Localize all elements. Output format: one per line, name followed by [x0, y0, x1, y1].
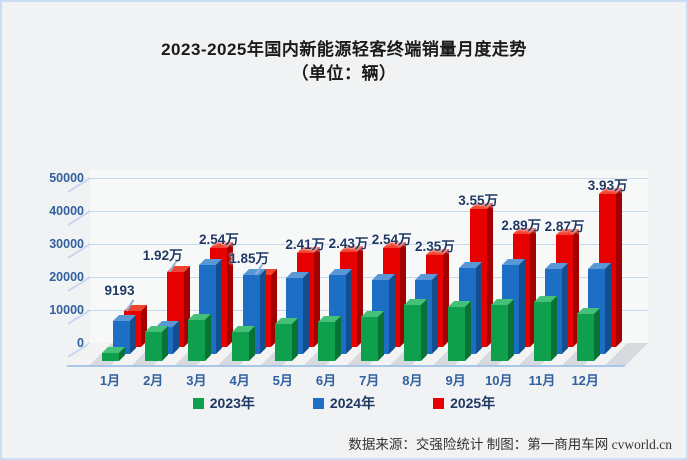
- bar-face-side: [507, 299, 514, 361]
- bar-face-front: [274, 324, 292, 361]
- bar-face-side: [302, 272, 309, 354]
- bar-face-side: [475, 262, 482, 354]
- bar-face-front: [102, 353, 119, 361]
- chart-title-unit: （单位：辆）: [291, 64, 397, 83]
- bar-2023年-3月: [188, 314, 212, 361]
- bar-face-front: [404, 305, 422, 361]
- y-axis-tick-label: 10000: [49, 303, 84, 317]
- gridline: [90, 310, 648, 311]
- x-axis-tick-label: 5月: [272, 373, 293, 388]
- bar-face-front: [145, 332, 163, 361]
- bar-face-front: [534, 302, 551, 361]
- bar-face-side: [248, 326, 255, 361]
- bar-face-side: [518, 259, 525, 354]
- value-label: 2.43万: [328, 236, 369, 251]
- x-axis-tick-label: 12月: [571, 373, 599, 388]
- legend-item-2025年: 2025年: [433, 393, 495, 413]
- value-label: 1.85万: [229, 251, 269, 266]
- gridline: [90, 244, 648, 245]
- chart-title: 2023-2025年国内新能源轻客终端销量月度走势 （单位：辆）: [2, 38, 686, 86]
- bar-face-side: [216, 259, 223, 354]
- x-axis-tick-label: 1月: [99, 373, 121, 388]
- value-label: 2.54万: [371, 232, 412, 247]
- bar-face-side: [259, 269, 266, 354]
- bar-face-front: [318, 322, 335, 361]
- gridline: [90, 178, 648, 179]
- x-axis-tick-label: 3月: [186, 373, 207, 388]
- x-axis-tick-label: 2月: [143, 373, 164, 388]
- x-axis-tick-label: 7月: [359, 373, 380, 388]
- bar-face-side: [389, 274, 396, 354]
- source-note: 数据来源：交强险统计 制图：第一商用车网 cvworld.cn: [348, 437, 672, 452]
- bar-face-front: [577, 314, 595, 361]
- x-axis-tick-label: 10月: [485, 373, 513, 388]
- value-label: 9193: [104, 283, 135, 298]
- value-label: 2.89万: [501, 218, 542, 233]
- bar-2024年-1月: [113, 315, 136, 354]
- legend-swatch-icon: [192, 397, 204, 409]
- bar-face-side: [616, 188, 623, 347]
- value-label: 2.87万: [544, 219, 585, 234]
- bar-face-side: [562, 263, 568, 354]
- bar-face-front: [447, 307, 465, 361]
- bar-face-side: [346, 269, 352, 354]
- bar-2023年-6月: [318, 316, 341, 361]
- bar-face-side: [130, 315, 136, 354]
- legend-swatch-icon: [312, 397, 324, 409]
- x-axis-tick-label: 4月: [229, 373, 250, 388]
- bar-face-front: [231, 332, 249, 361]
- legend-label: 2023年: [209, 395, 255, 411]
- bar-face-front: [490, 305, 508, 361]
- bar-face-side: [205, 314, 212, 361]
- legend-label: 2025年: [450, 395, 496, 411]
- bar-face-side: [335, 316, 341, 361]
- x-axis-tick-label: 8月: [402, 373, 423, 388]
- bar-face-side: [605, 263, 612, 354]
- y-axis-tick-label: 30000: [49, 237, 84, 251]
- value-label: 3.93万: [587, 178, 628, 193]
- legend-item-2024年: 2024年: [312, 393, 376, 413]
- bar-2023年-4月: [231, 326, 255, 361]
- value-label: 3.55万: [458, 193, 498, 208]
- bar-2023年-12月: [577, 308, 601, 361]
- bar-2023年-2月: [145, 326, 169, 361]
- bar-face-side: [291, 318, 298, 361]
- y-axis-tick-label: 50000: [49, 171, 84, 185]
- bar-2023年-10月: [490, 299, 514, 361]
- y-axis-tick-label: 0: [77, 336, 84, 350]
- bar-2023年-1月: [102, 347, 125, 361]
- legend-label: 2024年: [329, 395, 376, 411]
- bar-face-front: [361, 317, 379, 361]
- y-axis-tick-label: 20000: [49, 270, 84, 284]
- gridline: [90, 211, 648, 212]
- bar-face-front: [188, 320, 206, 361]
- x-axis-tick-label: 11月: [528, 373, 556, 388]
- bar-face-front: [113, 321, 130, 354]
- bar-face-side: [432, 274, 439, 354]
- bar-face-side: [378, 311, 385, 361]
- bar-face-side: [421, 299, 428, 361]
- bar-face-side: [594, 308, 601, 361]
- bar-2023年-5月: [274, 318, 298, 361]
- legend: 2023年 2024年 2025年: [2, 393, 686, 413]
- chart-title-line1: 2023-2025年国内新能源轻客终端销量月度走势: [161, 40, 527, 59]
- legend-swatch-icon: [433, 397, 445, 409]
- bar-2023年-8月: [404, 299, 428, 361]
- x-axis-tick-label: 9月: [445, 373, 466, 388]
- bar-face-side: [551, 296, 557, 361]
- bar-2023年-11月: [534, 296, 557, 361]
- value-label: 1.92万: [142, 248, 183, 263]
- y-axis-tick-label: 40000: [49, 204, 84, 218]
- bar-face-side: [464, 301, 471, 361]
- bar-2023年-9月: [447, 301, 471, 361]
- value-label: 2.35万: [415, 239, 455, 254]
- legend-item-2023年: 2023年: [192, 393, 255, 413]
- bar-2023年-7月: [361, 311, 385, 361]
- x-axis-tick-label: 6月: [315, 373, 337, 388]
- gridline: [90, 277, 648, 278]
- value-label: 2.54万: [199, 232, 239, 247]
- value-label: 2.41万: [285, 237, 326, 252]
